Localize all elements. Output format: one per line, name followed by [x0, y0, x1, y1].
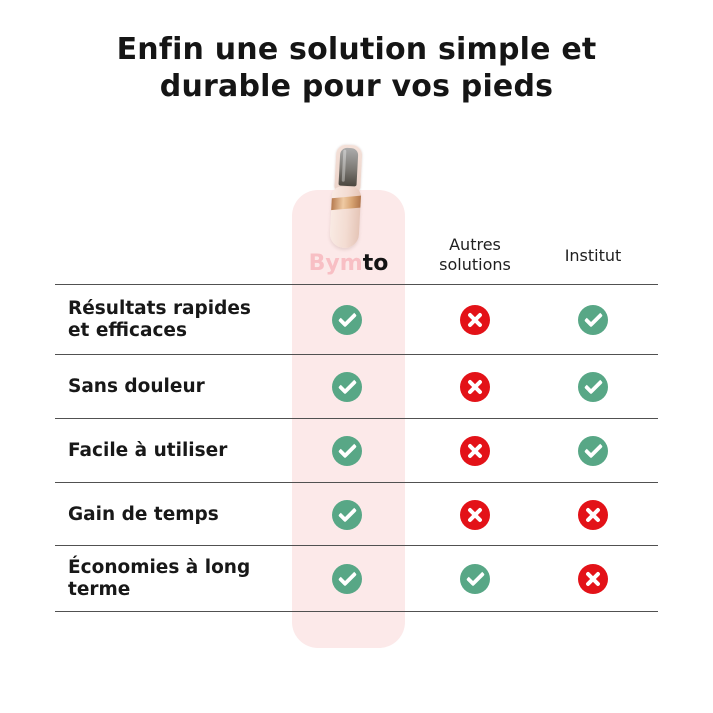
cross-icon	[460, 499, 490, 530]
column-header-autres-solutions: Autres solutions	[439, 235, 511, 274]
table-row: Sans douleur	[55, 354, 658, 419]
row-label: Gain de temps	[68, 503, 219, 525]
check-icon	[578, 372, 608, 402]
cross-icon	[460, 305, 490, 335]
check-icon	[332, 305, 362, 335]
check-icon	[332, 499, 362, 530]
cross-icon	[578, 564, 608, 594]
row-label: Économies à long terme	[68, 557, 251, 600]
check-icon	[332, 564, 362, 594]
check-icon	[578, 305, 608, 335]
page-title: Enfin une solution simple et durable pou…	[0, 31, 713, 105]
column-header-bymto: Bymto	[292, 249, 405, 279]
table-row: Résultats rapides et efficaces	[55, 284, 658, 355]
row-label: Résultats rapides et efficaces	[68, 298, 251, 341]
cross-icon	[460, 436, 490, 466]
check-icon	[332, 436, 362, 466]
title-line-1: Enfin une solution simple et	[116, 32, 597, 67]
device-roller-head	[338, 147, 359, 187]
brand-name-prefix: Bym	[308, 251, 363, 276]
table-row: Gain de temps	[55, 482, 658, 546]
table-row: Économies à long terme	[55, 545, 658, 612]
brand-name-suffix: to	[362, 251, 389, 276]
table-row: Facile à utiliser	[55, 418, 658, 483]
row-label: Sans douleur	[68, 376, 205, 397]
product-image	[319, 139, 377, 252]
cross-icon	[460, 372, 490, 402]
table-bottom-divider	[55, 611, 658, 612]
check-icon	[578, 436, 608, 466]
cross-icon	[578, 499, 608, 530]
column-header-institut: Institut	[564, 246, 622, 265]
check-icon	[460, 564, 490, 594]
title-line-2: durable pour vos pieds	[159, 69, 554, 104]
row-label: Facile à utiliser	[68, 440, 228, 461]
check-icon	[332, 372, 362, 402]
